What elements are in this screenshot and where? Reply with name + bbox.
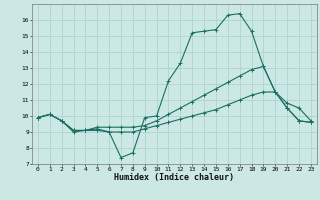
X-axis label: Humidex (Indice chaleur): Humidex (Indice chaleur)	[115, 173, 234, 182]
